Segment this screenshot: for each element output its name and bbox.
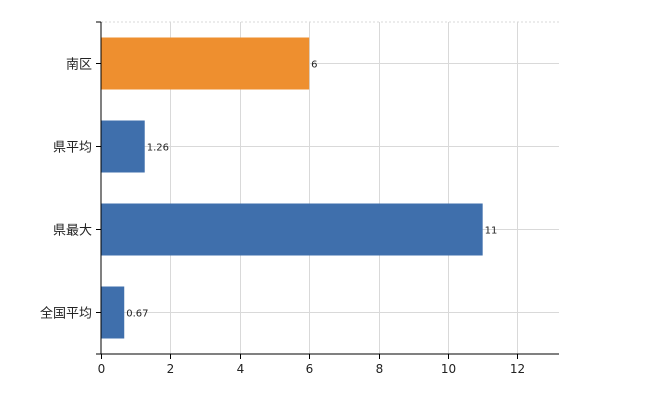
x-tick-label: 6 xyxy=(306,362,314,376)
bar-0 xyxy=(101,37,310,90)
bar-1 xyxy=(101,120,145,173)
axes xyxy=(96,21,559,359)
x-tick-label: 4 xyxy=(237,362,245,376)
labels: 0 2 4 6 8 10 12 南区 6 県平均 1.26 県最大 11 全国平均 0.67 xyxy=(40,57,525,377)
bars xyxy=(101,37,483,339)
x-tick-label: 12 xyxy=(510,362,525,376)
data-label: 6 xyxy=(311,60,317,71)
category-label: 県最大 xyxy=(53,224,92,239)
x-tick-label: 8 xyxy=(376,362,384,376)
category-label: 南区 xyxy=(66,57,92,73)
bar-2 xyxy=(101,203,483,256)
x-tick-label: 2 xyxy=(167,362,175,376)
bar-3 xyxy=(101,286,125,339)
category-label: 県平均 xyxy=(53,141,92,156)
data-label: 11 xyxy=(485,226,498,237)
data-label: 0.67 xyxy=(126,309,148,320)
category-label: 全国平均 xyxy=(40,306,92,322)
x-tick-label: 10 xyxy=(441,362,456,376)
x-tick-label: 0 xyxy=(98,362,106,376)
data-label: 1.26 xyxy=(147,143,169,154)
